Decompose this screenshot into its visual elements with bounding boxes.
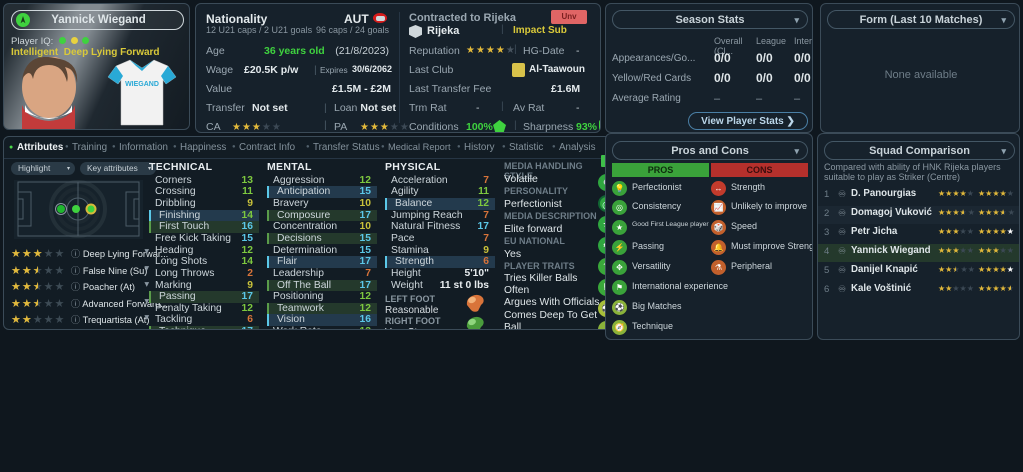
svg-text:WIEGAND: WIEGAND bbox=[125, 81, 159, 88]
